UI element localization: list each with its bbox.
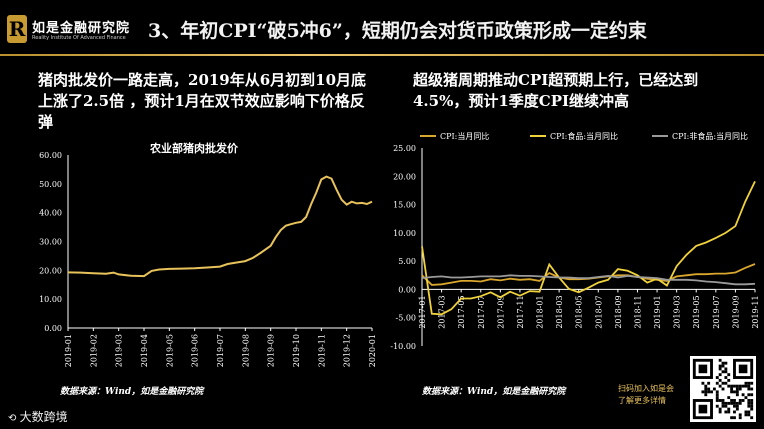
qr-caption-line2: 了解更多详情 <box>618 396 666 405</box>
x-tick-label: 2018-05 <box>575 295 584 328</box>
legend-label: CPI:非食品:当月同比 <box>672 131 748 141</box>
x-tick-label: 2020-01 <box>368 334 377 367</box>
x-tick-label: 2017-07 <box>477 295 486 328</box>
left-chart-title: 农业部猪肉批发价 <box>150 142 238 155</box>
x-tick-label: 2019-12 <box>343 334 352 367</box>
x-tick-label: 2019-06 <box>191 334 200 367</box>
x-tick-label: 2018-03 <box>555 295 564 328</box>
y-tick-label: 20.00 <box>39 266 62 275</box>
right-subtitle: 超级猪周期推动CPI超预期上行，已经达到4.5%，预计1季度CPI继续冲高 <box>413 71 699 110</box>
y-tick-label: 40.00 <box>39 209 62 218</box>
x-tick-label: 2019-07 <box>712 295 721 328</box>
x-tick-label: 2019-03 <box>673 295 682 328</box>
x-tick-label: 2017-03 <box>438 295 447 328</box>
x-tick-label: 2019-01 <box>653 295 662 328</box>
left-subtitle: 猪肉批发价一路走高，2019年从6月初到10月底上涨了2.5倍 ，预计1月在双节… <box>38 71 367 131</box>
y-tick-label: 0.00 <box>398 285 416 294</box>
x-tick-label: 2017-09 <box>496 295 505 328</box>
x-tick-label: 2019-01 <box>64 334 73 367</box>
y-tick-label: 60.00 <box>39 151 62 160</box>
x-tick-label: 2019-07 <box>216 334 225 367</box>
watermark-text: ⟲ 大数跨境 <box>8 408 68 425</box>
y-tick-label: 5.00 <box>398 257 416 266</box>
x-tick-label: 2018-11 <box>633 295 642 328</box>
qr-code-icon[interactable] <box>690 356 756 422</box>
cpi-nonfood-line <box>421 274 756 286</box>
x-tick-label: 2017-05 <box>457 295 466 328</box>
x-tick-label: 2018-01 <box>536 295 545 328</box>
x-tick-label: 2019-05 <box>692 295 701 328</box>
logo-name: 如是金融研究院 <box>32 21 131 36</box>
y-tick-label: 0.00 <box>44 324 62 333</box>
y-tick-label: -10.00 <box>390 342 416 351</box>
y-tick-label: 50.00 <box>39 180 62 189</box>
pork-price-chart: 0.00 10.00 20.00 30.00 40.00 50.00 60.00 2019-… <box>39 151 377 367</box>
x-tick-label: 2019-11 <box>751 295 760 328</box>
slide-title: 3、年初CPI“破5冲6”，短期仍会对货币政策形成一定约束 <box>148 20 647 42</box>
x-tick-label: 2019-09 <box>267 334 276 367</box>
x-tick-label: 2019-10 <box>292 334 301 367</box>
x-tick-label: 2019-04 <box>140 334 149 367</box>
x-tick-label: 2019-11 <box>317 334 326 367</box>
x-tick-label: 2019-09 <box>731 295 740 328</box>
x-tick-label: 2019-03 <box>115 334 124 367</box>
x-tick-label: 2017-11 <box>516 295 525 328</box>
logo-r-icon: R <box>7 15 27 43</box>
right-source-note: 数据来源：Wind，如是金融研究院 <box>422 387 566 397</box>
x-tick-label: 2018-09 <box>614 295 623 328</box>
qr-caption: 扫码加入如是会 了解更多详情 <box>618 383 684 407</box>
cpi-food-line <box>421 181 756 316</box>
y-tick-label: -5.00 <box>395 314 416 323</box>
logo-subtitle: Reality Institute Of Advanced Finance <box>32 35 126 41</box>
y-tick-label: 10.00 <box>393 229 416 238</box>
x-tick-label: 2019-08 <box>241 334 250 367</box>
y-tick-label: 30.00 <box>39 238 62 247</box>
header-divider <box>0 54 764 56</box>
x-tick-label: 2019-05 <box>165 334 174 367</box>
y-tick-label: 20.00 <box>393 172 416 181</box>
legend-label: CPI:当月同比 <box>440 131 489 141</box>
y-tick-label: 10.00 <box>39 295 62 304</box>
watermark-label: 大数跨境 <box>19 410 68 424</box>
x-tick-label: 2019-02 <box>89 334 98 367</box>
x-tick-label: 2018-07 <box>594 295 603 328</box>
y-tick-label: 15.00 <box>393 201 416 210</box>
qr-caption-line1: 扫码加入如是会 <box>618 384 674 393</box>
x-tick-label: 2017-01 <box>418 295 427 328</box>
y-tick-label: 25.00 <box>393 144 416 153</box>
legend-label: CPI:食品:当月同比 <box>550 131 618 141</box>
watermark-logo-icon: ⟲ <box>8 413 20 424</box>
svg-text:R: R <box>9 17 26 41</box>
left-source-note: 数据来源：Wind，如是金融研究院 <box>60 387 204 397</box>
cpi-chart: CPI:当月同比 CPI:食品:当月同比 CPI:非食品:当月同比 -10.00 -5… <box>390 131 760 351</box>
pork-price-line <box>67 175 373 278</box>
